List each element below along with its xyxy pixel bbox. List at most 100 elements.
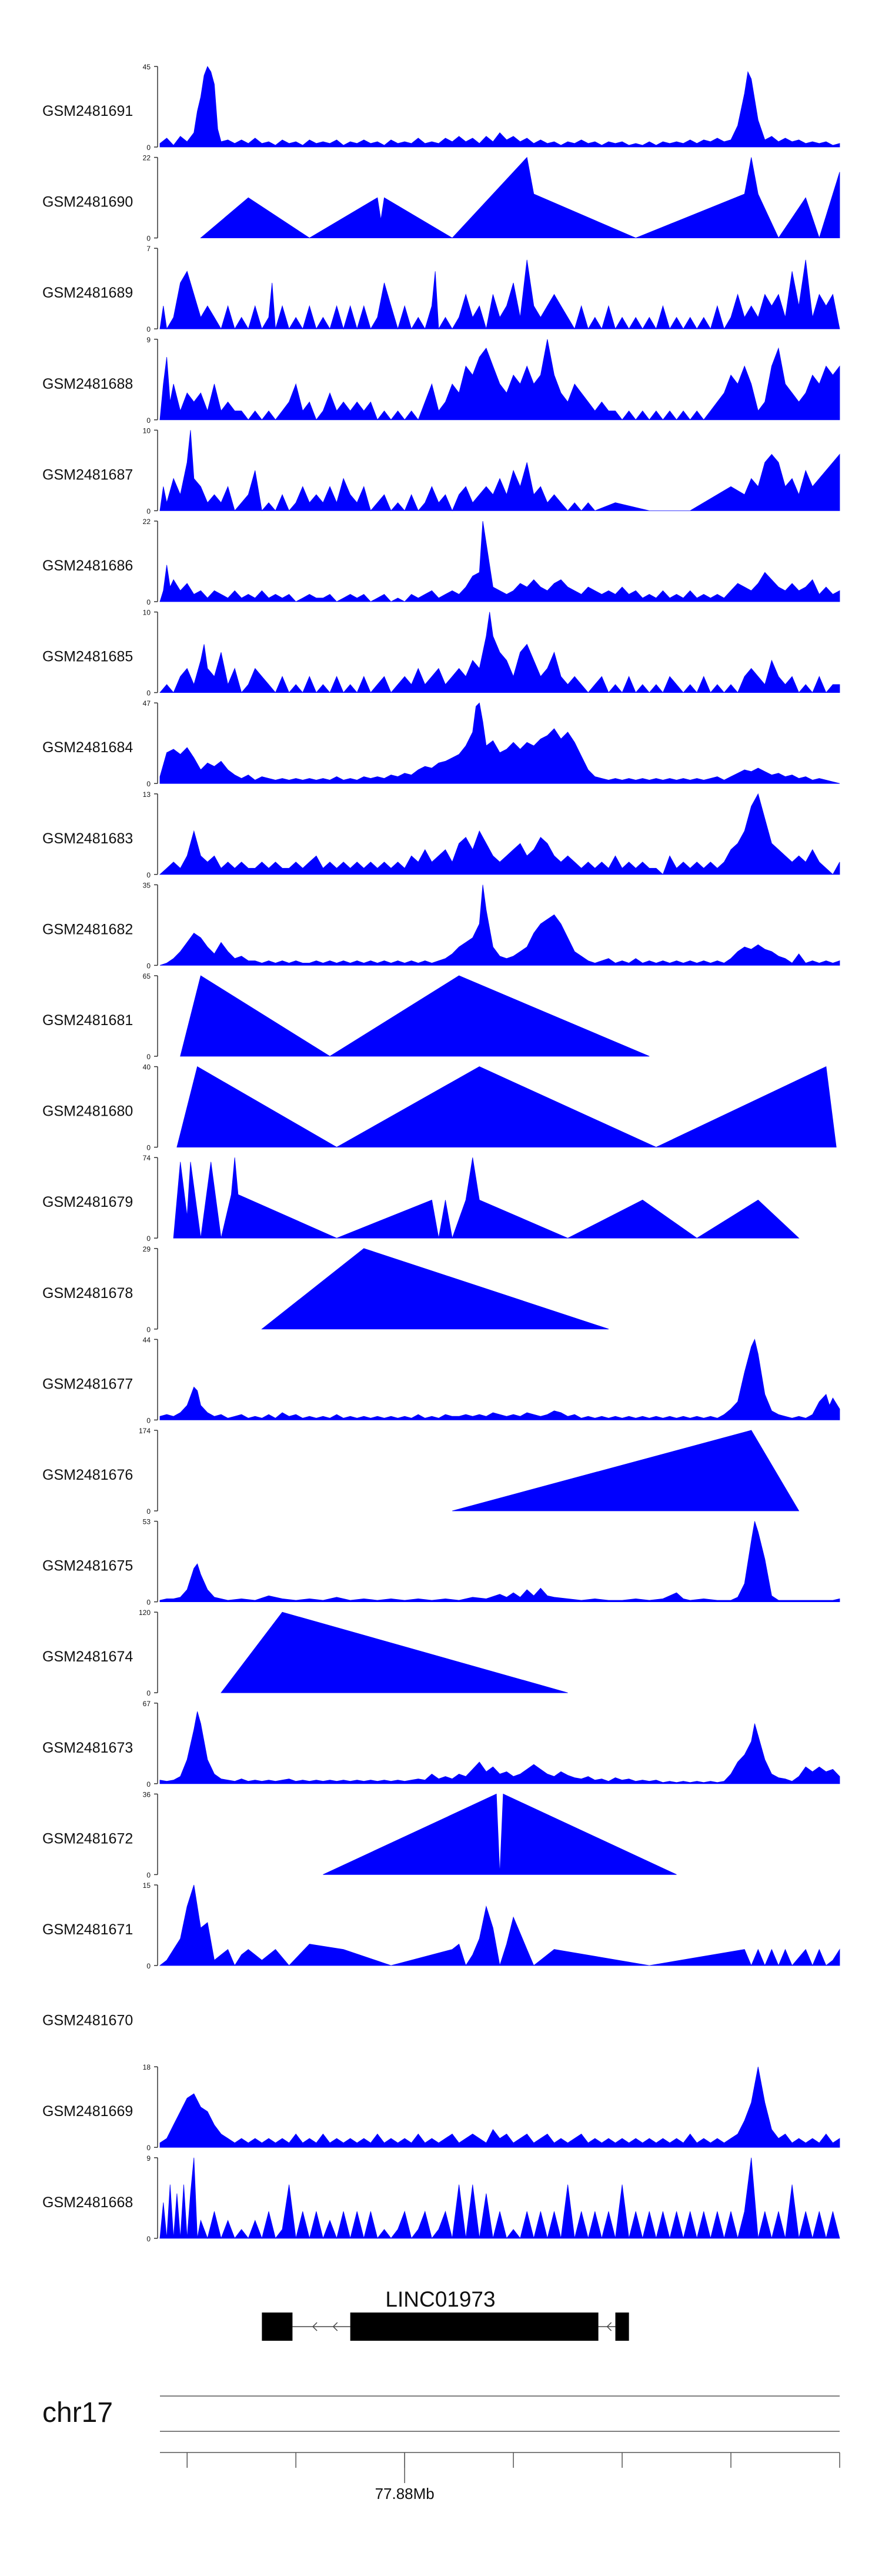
y-max-label: 47 [143,699,151,708]
track-label: GSM2481680 [42,1103,133,1120]
coverage-area [159,1521,840,1602]
track-GSM2481673: GSM2481673 67 0 [42,1700,840,1788]
strand-arrow [312,2322,318,2331]
track-GSM2481688: GSM2481688 9 0 [42,336,840,425]
gene-exon [350,2313,599,2341]
coverage-area [452,1430,800,1511]
track-GSM2481671: GSM2481671 15 0 [42,1881,840,1970]
track-GSM2481689: GSM2481689 7 0 [42,245,840,333]
y-min-label: 0 [146,1326,151,1334]
y-max-label: 22 [143,518,151,526]
track-GSM2481669: GSM2481669 18 0 [42,2063,840,2152]
track-GSM2481674: GSM2481674 120 0 [42,1609,568,1697]
coverage-area [159,259,840,330]
track-GSM2481684: GSM2481684 47 0 [42,699,840,788]
y-max-label: 120 [139,1609,151,1617]
y-min-label: 0 [146,1599,151,1607]
track-label: GSM2481687 [42,466,133,483]
chromosome-axis: chr17 77.88Mb [42,2395,840,2502]
y-min-label: 0 [146,598,151,606]
coverage-area [159,1339,840,1420]
y-min-label: 0 [146,1780,151,1788]
track-GSM2481679: GSM2481679 74 0 [42,1154,800,1243]
track-GSM2481668: GSM2481668 9 0 [42,2154,840,2243]
y-max-label: 7 [146,245,151,253]
y-min-label: 0 [146,689,151,698]
y-max-label: 65 [143,972,151,980]
track-label: GSM2481686 [42,558,133,574]
track-GSM2481677: GSM2481677 44 0 [42,1336,840,1424]
coverage-area [159,612,840,693]
y-max-label: 53 [143,1518,151,1526]
coverage-area [159,430,840,512]
gene-exon [615,2313,629,2341]
y-min-label: 0 [146,1416,151,1424]
coverage-area [159,702,840,784]
y-min-label: 0 [146,235,151,243]
track-label: GSM2481681 [42,1012,133,1029]
track-label: GSM2481672 [42,1830,133,1847]
coverage-area [200,156,840,239]
coverage-area [176,1066,837,1148]
track-label: GSM2481685 [42,649,133,665]
y-max-label: 45 [143,63,151,71]
track-GSM2481681: GSM2481681 65 0 [42,972,650,1061]
coverage-area [180,975,650,1057]
track-label: GSM2481688 [42,376,133,392]
track-GSM2481685: GSM2481685 10 0 [42,609,840,698]
y-min-label: 0 [146,1871,151,1879]
track-label: GSM2481689 [42,285,133,301]
y-min-label: 0 [146,1507,151,1516]
y-min-label: 0 [146,1689,151,1697]
y-max-label: 22 [143,154,151,162]
y-max-label: 9 [146,336,151,344]
y-max-label: 13 [143,790,151,799]
track-GSM2481672: GSM2481672 36 0 [42,1790,677,1879]
y-max-label: 36 [143,1790,151,1798]
y-min-label: 0 [146,871,151,879]
coverage-area [261,1248,609,1330]
track-GSM2481690: GSM2481690 22 0 [42,154,840,243]
coverage-area [159,2157,840,2240]
track-GSM2481675: GSM2481675 53 0 [42,1518,840,1607]
track-GSM2481683: GSM2481683 13 0 [42,790,840,879]
y-max-label: 10 [143,609,151,617]
coverage-area [159,339,840,421]
y-min-label: 0 [146,325,151,333]
track-GSM2481678: GSM2481678 29 0 [42,1245,609,1334]
track-label: GSM2481675 [42,1558,133,1574]
coverage-area [159,1711,840,1784]
y-min-label: 0 [146,962,151,970]
track-label: GSM2481674 [42,1649,133,1665]
y-min-label: 0 [146,507,151,515]
track-label: GSM2481682 [42,921,133,937]
gene-track: LINC01973 [262,2287,629,2341]
gene-label: LINC01973 [385,2287,495,2311]
track-GSM2481680: GSM2481680 40 0 [42,1063,837,1152]
track-label: GSM2481677 [42,1376,133,1392]
track-label: GSM2481670 [42,2013,133,2029]
track-label: GSM2481679 [42,1194,133,1210]
track-label: GSM2481684 [42,739,133,756]
strand-arrow [606,2322,612,2331]
strand-arrow [332,2322,338,2331]
coverage-area [159,885,840,966]
coverage-area [159,520,840,602]
y-min-label: 0 [146,2144,151,2152]
track-label: GSM2481691 [42,103,133,119]
y-min-label: 0 [146,2235,151,2243]
track-label: GSM2481683 [42,830,133,847]
coverage-tracks: GSM2481691450GSM2481690220GSM248168970GS… [42,63,840,2243]
track-label: GSM2481673 [42,1740,133,1756]
y-max-label: 174 [139,1427,151,1435]
track-label: GSM2481668 [42,2194,133,2211]
y-max-label: 35 [143,881,151,889]
y-max-label: 10 [143,426,151,435]
track-GSM2481687: GSM2481687 10 0 [42,426,840,515]
track-GSM2481676: GSM2481676 174 0 [42,1427,800,1516]
y-max-label: 67 [143,1700,151,1708]
coverage-area [173,1157,800,1239]
chromosome-label: chr17 [42,2397,113,2428]
coverage-area [159,66,840,148]
